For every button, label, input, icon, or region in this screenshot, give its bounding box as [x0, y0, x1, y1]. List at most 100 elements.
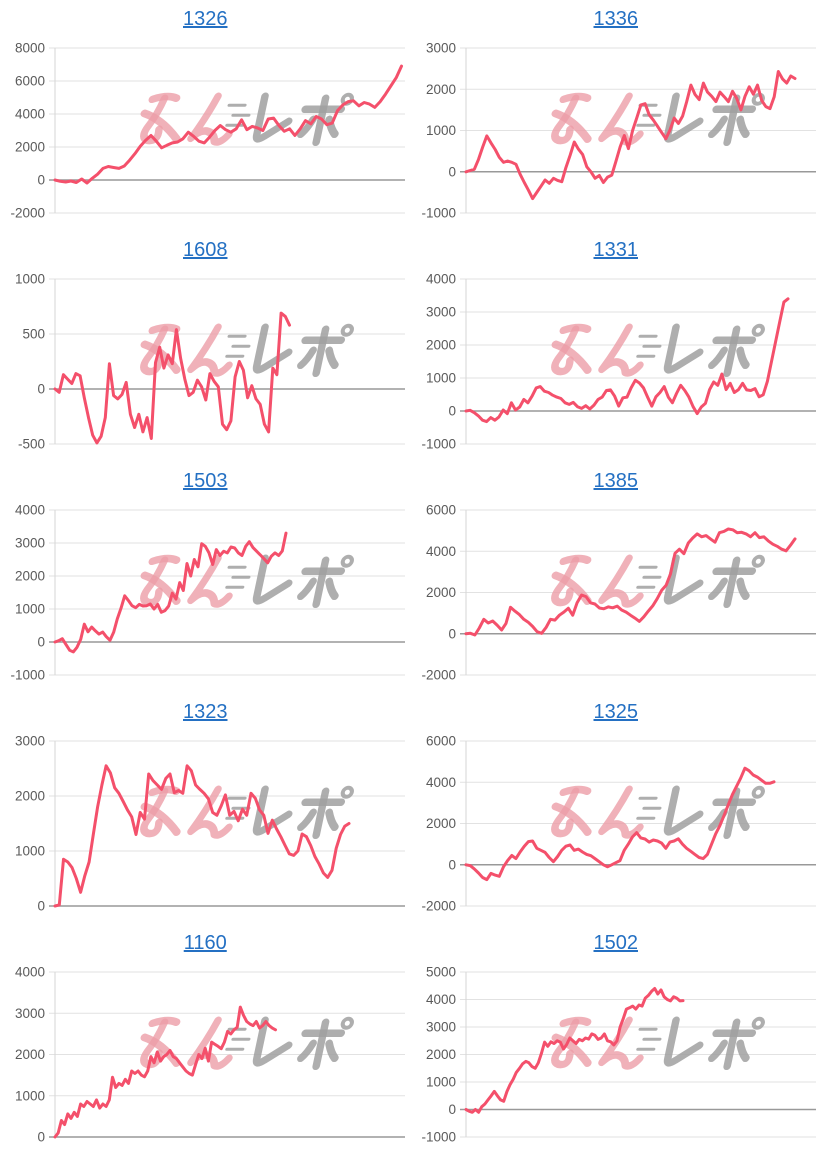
y-tick-label: 4000 [425, 992, 455, 1007]
watermark-glyph-po [707, 346, 728, 370]
chart-plot: 1000 500 0 -500 [15, 272, 405, 452]
line-series [464, 297, 789, 424]
watermark-glyph-mi [140, 1033, 181, 1068]
watermark-handakuten [340, 323, 354, 337]
line-series [53, 764, 351, 908]
chart-plot: 4000 3000 2000 1000 0 -1000 [421, 272, 816, 452]
y-tick-label: 4000 [15, 503, 45, 518]
chart-title-link[interactable]: 1503 [183, 470, 228, 492]
watermark-glyph-po [707, 115, 728, 139]
line-series [464, 766, 775, 882]
chart-title-link[interactable]: 1502 [593, 932, 639, 954]
chart-title-link[interactable]: 1160 [183, 932, 227, 954]
chart-title: 1325 [411, 693, 821, 733]
y-tick-label: 3000 [15, 536, 45, 551]
watermark [140, 785, 354, 840]
y-tick-label: 0 [448, 857, 456, 872]
watermark-glyph-po [722, 556, 740, 609]
chart-title: 1160 [0, 924, 411, 964]
chart-title-link[interactable]: 1323 [183, 701, 228, 723]
y-tick-label: 2000 [15, 1047, 45, 1062]
watermark-glyph-po [297, 808, 317, 832]
y-tick-label: -1000 [421, 206, 456, 221]
watermark [550, 1016, 765, 1071]
chart-cell: 1502 5000 4000 3000 2000 1000 0 -1000 [411, 924, 821, 1155]
watermark-glyph-mi [140, 802, 181, 837]
watermark-glyph-n [187, 323, 233, 377]
chart-title-link[interactable]: 1608 [183, 239, 228, 261]
y-tick-label: 2000 [15, 789, 45, 804]
line-series [464, 987, 684, 1114]
watermark-glyph-re [663, 554, 703, 605]
chart-title: 1323 [0, 693, 411, 733]
chart-plot: 3000 2000 1000 0 -1000 [421, 41, 816, 221]
chart-title-link[interactable]: 1326 [183, 8, 228, 30]
chart-plot: 6000 4000 2000 0 -2000 [421, 503, 816, 683]
chart-title: 1326 [0, 0, 411, 40]
watermark-glyph-n [187, 554, 233, 608]
watermark-glyph-re [252, 1016, 293, 1067]
chart-title-link[interactable]: 1331 [593, 239, 639, 261]
watermark-glyph-mi [140, 109, 181, 144]
chart-title: 1608 [0, 231, 411, 271]
watermark-glyph-po [297, 1039, 317, 1063]
y-tick-label: 0 [448, 164, 456, 179]
watermark-glyph-n [597, 554, 644, 608]
chart-title: 1385 [411, 462, 821, 502]
watermark-glyph-po [312, 556, 330, 609]
line-series [53, 311, 291, 445]
y-tick-label: 1000 [15, 844, 45, 859]
watermark [550, 554, 765, 609]
y-tick-label: 2000 [425, 1047, 455, 1062]
watermark-glyph-re [663, 1016, 703, 1067]
y-tick-label: 1000 [15, 602, 45, 617]
y-tick-label: 8000 [15, 41, 45, 56]
y-tick-label: 4000 [425, 544, 455, 559]
watermark-glyph-po [707, 1039, 728, 1063]
chart-title-link[interactable]: 1325 [593, 701, 639, 723]
watermark-glyph-po [325, 808, 339, 832]
y-tick-label: 4000 [425, 272, 455, 287]
chart-title: 1331 [411, 231, 821, 271]
y-tick-label: 0 [37, 173, 45, 188]
y-tick-label: 0 [37, 382, 45, 397]
y-tick-label: -500 [18, 437, 45, 452]
chart-plot: 8000 6000 4000 2000 0 -2000 [10, 41, 405, 221]
y-tick-label: 1000 [425, 1075, 455, 1090]
y-tick-label: -2000 [10, 206, 45, 221]
y-tick-label: 4000 [425, 775, 455, 790]
watermark-glyph-po [722, 1018, 740, 1071]
watermark-glyph-re [663, 785, 703, 836]
y-tick-label: 4000 [15, 965, 45, 980]
watermark [140, 554, 354, 609]
watermark [140, 323, 354, 378]
watermark-glyph-po [312, 325, 330, 378]
y-tick-label: -2000 [421, 668, 456, 683]
y-tick-label: 1000 [425, 371, 455, 386]
watermark-glyph-n [597, 785, 644, 839]
chart-title: 1336 [411, 0, 821, 40]
y-tick-label: 500 [22, 327, 45, 342]
chart-cell: 1336 3000 2000 1000 0 -1000 [411, 0, 821, 231]
chart-cell: 1325 6000 4000 2000 0 -2000 [411, 693, 821, 924]
watermark-handakuten [340, 554, 354, 568]
y-tick-label: 2000 [15, 140, 45, 155]
watermark-glyph-po [735, 346, 750, 370]
watermark-glyph-re [252, 323, 293, 374]
watermark-glyph-re [663, 323, 703, 374]
chart-cell: 1326 8000 6000 4000 2000 0 -2000 [0, 0, 411, 231]
watermark-glyph-n [597, 1016, 644, 1070]
watermark-glyph-po [735, 577, 750, 601]
y-tick-label: 0 [37, 899, 45, 914]
watermark-handakuten [340, 1016, 354, 1030]
watermark-glyph-po [722, 325, 740, 378]
watermark-glyph-po [707, 577, 728, 601]
watermark-glyph-re [252, 785, 293, 836]
y-tick-label: 3000 [425, 1020, 455, 1035]
chart-plot: 5000 4000 3000 2000 1000 0 -1000 [421, 965, 816, 1145]
chart-cell: 1323 3000 2000 1000 0 [0, 693, 411, 924]
chart-title-link[interactable]: 1385 [593, 470, 639, 492]
y-tick-label: 1000 [425, 123, 455, 138]
watermark-glyph-po [312, 787, 330, 840]
chart-title-link[interactable]: 1336 [593, 8, 639, 30]
